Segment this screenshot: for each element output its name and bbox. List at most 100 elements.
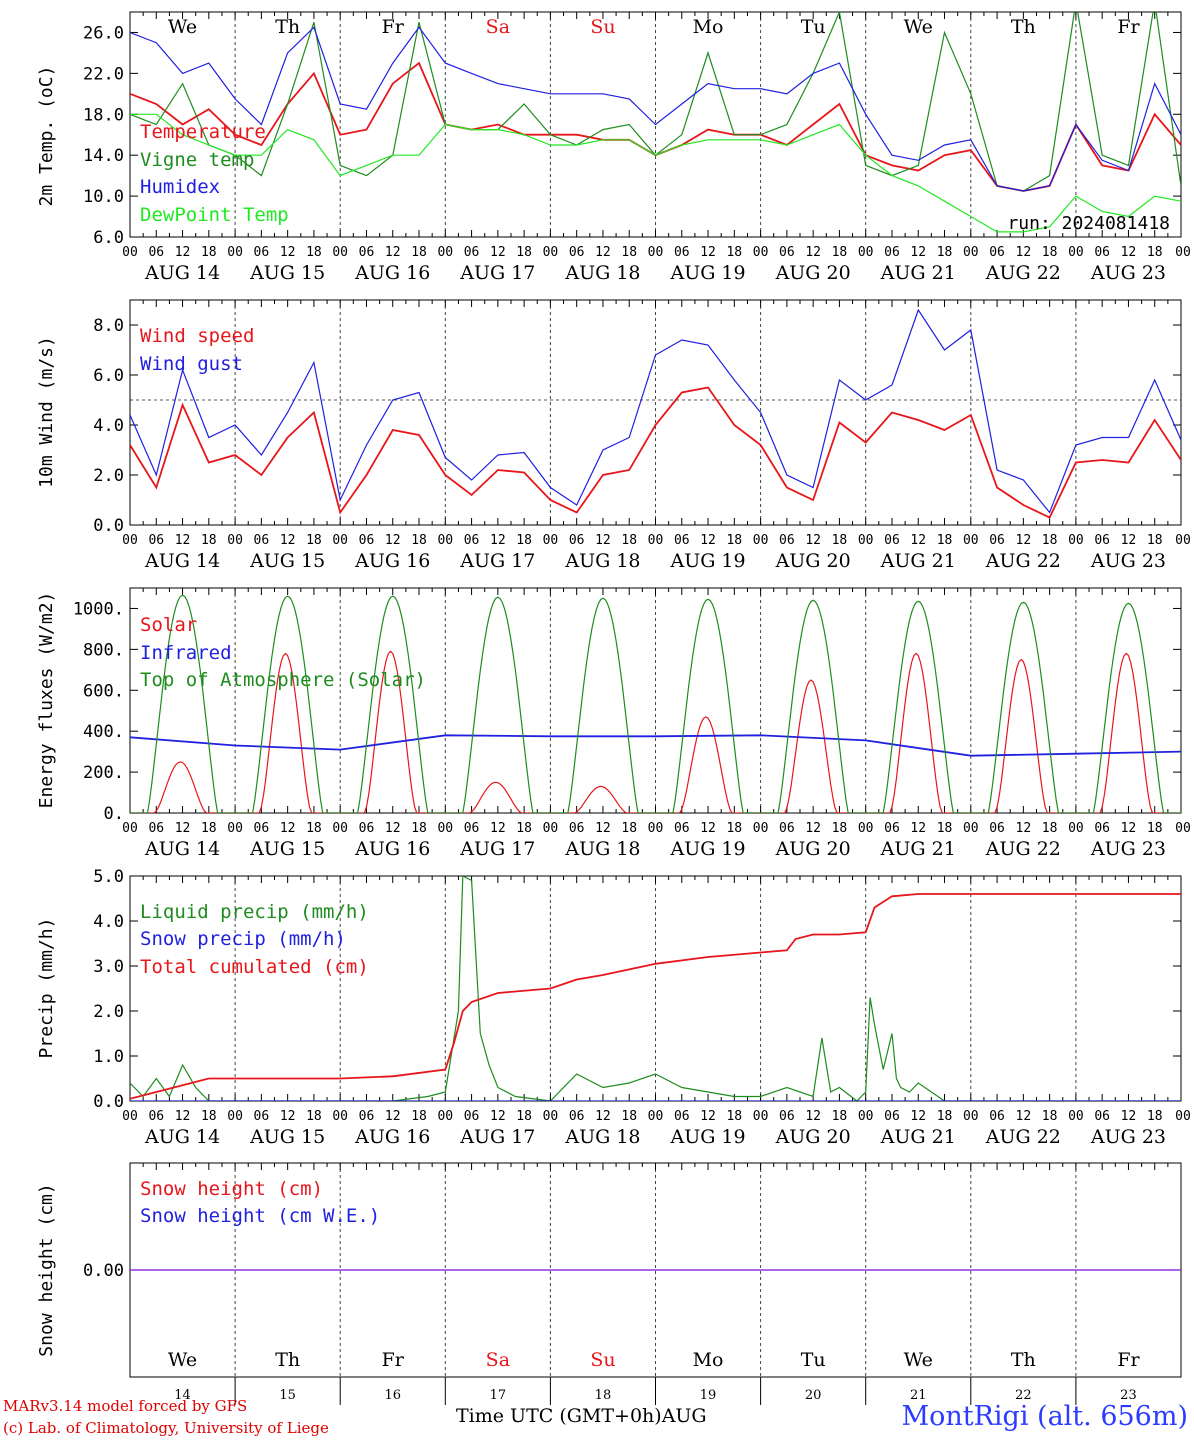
date-label: AUG 15 bbox=[249, 550, 325, 572]
weekday-label: We bbox=[904, 1349, 933, 1371]
y-tick-label: 200. bbox=[83, 763, 124, 783]
hour-tick-label: 12 bbox=[490, 821, 506, 836]
hour-tick-label: 06 bbox=[148, 1109, 164, 1124]
weekday-label: Sa bbox=[486, 16, 510, 38]
hour-tick-label: 18 bbox=[832, 821, 848, 836]
y-tick-label: 400. bbox=[83, 722, 124, 742]
hour-tick-label: 00 bbox=[858, 533, 874, 548]
hour-tick-label: 00 bbox=[122, 1109, 138, 1124]
y-tick-label: 0.00 bbox=[83, 1261, 124, 1281]
hour-tick-label: 18 bbox=[1147, 533, 1163, 548]
month-label: AUG bbox=[661, 1405, 707, 1427]
y-axis-label: Precip (mm/h) bbox=[36, 918, 57, 1059]
y-tick-label: 3.0 bbox=[93, 957, 124, 977]
hour-tick-label: 06 bbox=[359, 821, 375, 836]
legend-entry: Snow height (cm W.E.) bbox=[140, 1205, 380, 1227]
date-label: AUG 21 bbox=[880, 838, 956, 860]
weekday-label: Th bbox=[275, 1349, 300, 1371]
legend-entry: Snow height (cm) bbox=[140, 1178, 323, 1200]
hour-tick-label: 00 bbox=[963, 1109, 979, 1124]
hour-tick-label: 12 bbox=[175, 533, 191, 548]
hour-tick-label: 06 bbox=[779, 821, 795, 836]
series-line-total-cumulated-cm bbox=[130, 893, 1181, 1100]
hour-tick-label: 12 bbox=[805, 1109, 821, 1124]
hour-tick-label: 18 bbox=[201, 533, 217, 548]
hour-tick-label: 18 bbox=[1042, 533, 1058, 548]
day-number-label: 15 bbox=[279, 1388, 296, 1403]
y-tick-label: 1.0 bbox=[93, 1047, 124, 1067]
hour-tick-label: 00 bbox=[122, 245, 138, 260]
hour-tick-label: 12 bbox=[910, 245, 926, 260]
hour-tick-label: 18 bbox=[832, 533, 848, 548]
date-label: AUG 20 bbox=[775, 1126, 851, 1148]
hour-tick-label: 18 bbox=[516, 533, 532, 548]
hour-tick-label: 12 bbox=[1121, 533, 1137, 548]
hour-tick-label: 06 bbox=[359, 245, 375, 260]
date-label: AUG 19 bbox=[669, 550, 745, 572]
y-tick-label: 14.0 bbox=[83, 146, 124, 166]
hour-tick-label: 18 bbox=[1042, 1109, 1058, 1124]
hour-tick-label: 00 bbox=[753, 821, 769, 836]
hour-tick-label: 18 bbox=[306, 1109, 322, 1124]
hour-tick-label: 00 bbox=[963, 245, 979, 260]
hour-tick-label: 12 bbox=[280, 245, 296, 260]
y-tick-label: 600. bbox=[83, 681, 124, 701]
date-label: AUG 23 bbox=[1090, 1126, 1166, 1148]
legend-entry: Infrared bbox=[140, 642, 232, 664]
series-line-infrared bbox=[130, 734, 1181, 757]
date-label: AUG 21 bbox=[880, 550, 956, 572]
hour-tick-label: 06 bbox=[989, 245, 1005, 260]
hour-tick-label: 06 bbox=[359, 533, 375, 548]
hour-tick-label: 18 bbox=[937, 245, 953, 260]
wind-panel: 0.0 2.0 4.0 6.0 8.0 10m Wind (m/s) 00 06 12 18 AUG… bbox=[36, 299, 1191, 572]
y-axis-label: 10m Wind (m/s) bbox=[36, 336, 57, 488]
date-label: AUG 19 bbox=[669, 1126, 745, 1148]
hour-tick-label: 06 bbox=[148, 245, 164, 260]
hour-tick-label: 12 bbox=[385, 533, 401, 548]
date-label: AUG 21 bbox=[880, 262, 956, 284]
hour-tick-label: 12 bbox=[595, 1109, 611, 1124]
hour-tick-label: 12 bbox=[700, 821, 716, 836]
weekday-label: Fr bbox=[1117, 1349, 1140, 1371]
hour-tick-label: 18 bbox=[1042, 821, 1058, 836]
date-label: AUG 21 bbox=[880, 1126, 956, 1148]
hour-tick-label: 06 bbox=[884, 245, 900, 260]
hour-tick-label: 12 bbox=[1121, 821, 1137, 836]
date-label: AUG 17 bbox=[459, 550, 535, 572]
series-line-liquid-precip-mm-h bbox=[130, 876, 1181, 1101]
y-tick-label: 10.0 bbox=[83, 187, 124, 207]
day-number-label: 17 bbox=[490, 1388, 507, 1403]
hour-tick-label: 18 bbox=[1147, 245, 1163, 260]
lab-credit: (c) Lab. of Climatology, University of L… bbox=[3, 1419, 329, 1437]
y-axis-label: 2m Temp. (oC) bbox=[36, 66, 57, 207]
snow-panel: 0.00 Snow height (cm) We Th Fr Sa Su Mo Tu We Th Fr… bbox=[36, 1162, 1182, 1405]
y-tick-label: 4.0 bbox=[93, 416, 124, 436]
hour-tick-label: 18 bbox=[937, 821, 953, 836]
hour-tick-label: 00 bbox=[1175, 533, 1191, 548]
y-axis-label: Energy fluxes (W/m2) bbox=[36, 592, 57, 809]
date-label: AUG 22 bbox=[985, 838, 1061, 860]
day-number-label: 18 bbox=[595, 1388, 612, 1403]
plot-frame bbox=[129, 587, 1182, 814]
hour-tick-label: 12 bbox=[490, 245, 506, 260]
weekday-label: Fr bbox=[382, 1349, 405, 1371]
hour-tick-label: 06 bbox=[148, 821, 164, 836]
hour-tick-label: 12 bbox=[910, 533, 926, 548]
date-label: AUG 14 bbox=[144, 550, 220, 572]
hour-tick-label: 06 bbox=[989, 821, 1005, 836]
station-name: MontRigi (alt. 656m) bbox=[901, 1401, 1188, 1432]
hour-tick-label: 12 bbox=[1016, 1109, 1032, 1124]
hour-tick-label: 00 bbox=[332, 1109, 348, 1124]
hour-tick-label: 06 bbox=[884, 533, 900, 548]
hour-tick-label: 06 bbox=[1094, 1109, 1110, 1124]
time-axis-title: Time UTC (GMT+0h)AUG bbox=[456, 1405, 707, 1427]
hour-tick-label: 12 bbox=[805, 245, 821, 260]
hour-tick-label: 12 bbox=[1121, 245, 1137, 260]
hour-tick-label: 12 bbox=[1121, 1109, 1137, 1124]
hour-tick-label: 18 bbox=[621, 1109, 637, 1124]
hour-tick-label: 06 bbox=[569, 533, 585, 548]
hour-tick-label: 12 bbox=[700, 533, 716, 548]
hour-tick-label: 00 bbox=[543, 1109, 559, 1124]
weekday-label: Fr bbox=[1117, 16, 1140, 38]
legend-entry: Top of Atmosphere (Solar) bbox=[140, 669, 426, 691]
